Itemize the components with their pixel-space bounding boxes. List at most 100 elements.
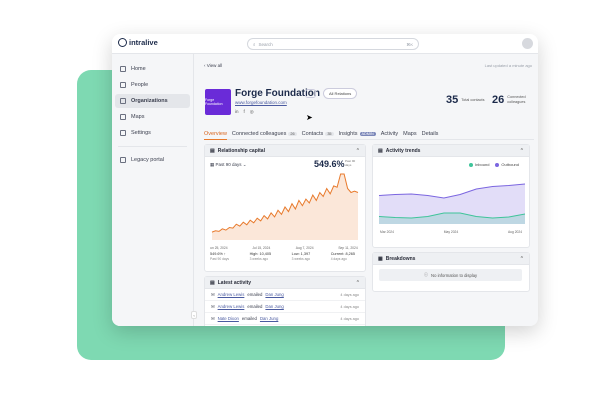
search-shortcut: ⌘K: [406, 41, 413, 47]
avatar[interactable]: [522, 38, 533, 49]
tab-overview[interactable]: Overview: [204, 128, 227, 140]
gear-icon: [120, 130, 126, 136]
social-links: in f ◎: [235, 109, 254, 115]
legend-inbound: Inbound: [468, 162, 490, 167]
card-title: Relationship capital: [217, 147, 265, 154]
card-title: Breakdowns: [385, 255, 416, 262]
sidebar-item-label: Organizations: [131, 98, 168, 104]
back-label: View all: [206, 63, 223, 68]
activity-actor[interactable]: Andrew Lewis: [217, 292, 245, 297]
chevron-up-icon[interactable]: ⌃: [519, 255, 524, 262]
sidebar-item-maps[interactable]: Maps: [115, 110, 190, 124]
card-header[interactable]: ▤ Activity trends ⌃: [373, 145, 529, 157]
email-icon: ✉: [211, 303, 215, 309]
chevron-up-icon[interactable]: ⌃: [519, 147, 524, 154]
legend-label: Inbound: [474, 162, 490, 167]
sidebar-item-label: Legacy portal: [131, 157, 165, 163]
stat-number: 35: [446, 94, 459, 106]
people-icon: [120, 82, 126, 88]
list-item[interactable]: ✉ Andrew Lewis emailed Dan Jung 4 days a…: [205, 289, 365, 301]
list-item[interactable]: ✉ Nate Dixon emailed Dan Jung 4 days ago: [205, 313, 365, 325]
tab-contacts[interactable]: Contacts 35: [302, 128, 334, 140]
chart-icon: ▤: [210, 147, 215, 154]
stat-value: 549.6% ↑: [210, 252, 226, 256]
org-logo: Forge Foundation: [205, 89, 231, 115]
growth-value: 549.6%: [314, 159, 345, 169]
activity-actor[interactable]: Andrew Lewis: [217, 304, 245, 309]
page-title: Forge Foundation: [235, 88, 320, 99]
search-icon: ⌕: [253, 41, 256, 47]
stat-total-contacts: 35 Total contacts: [446, 94, 487, 106]
relationship-stats: 549.6% ↑ Past 90 days High: 10,405 3 weeks…: [210, 252, 355, 262]
back-link[interactable]: ‹ View all: [204, 63, 223, 68]
tab-activity[interactable]: Activity: [381, 128, 398, 140]
sidebar-item-legacy-portal[interactable]: Legacy portal: [115, 153, 190, 167]
all-relations-button[interactable]: All Relations: [323, 88, 358, 99]
sidebar-item-organizations[interactable]: Organizations: [115, 94, 190, 108]
x-tick-label: Sep 11, 2024: [338, 246, 358, 250]
tab-label: Details: [421, 131, 439, 137]
last-updated: Last updated a minute ago: [484, 63, 532, 68]
stat-low: Low: 1,397 3 weeks ago: [292, 252, 311, 262]
facebook-icon[interactable]: f: [243, 109, 245, 114]
tab-details[interactable]: Details: [422, 128, 439, 140]
admin-badge: ADMIN: [359, 132, 376, 136]
tab-insights[interactable]: Insights ADMIN: [339, 128, 376, 140]
tab-maps[interactable]: Maps: [403, 128, 416, 140]
x-tick-label: Mar 2024: [380, 230, 394, 234]
main-content: ‹ View all Last updated a minute ago For…: [194, 54, 538, 326]
stat-current: Current: 8,265 4 days ago: [331, 252, 355, 262]
tab-count: 26: [288, 132, 297, 136]
growth-value-label: Past 90 days: [345, 159, 356, 167]
series-line-outbound: [378, 183, 526, 199]
sidebar-collapse-button[interactable]: ‹: [191, 311, 197, 319]
card-header[interactable]: ▤ Relationship capital ⌃: [205, 145, 365, 157]
stat-sub: 3 weeks ago: [249, 257, 269, 262]
activity-target[interactable]: Dan Jung: [265, 292, 284, 297]
tab-count: 35: [325, 132, 334, 136]
period-select[interactable]: ▦ Past 90 days ⌄: [210, 162, 247, 167]
instagram-icon[interactable]: ◎: [249, 109, 254, 114]
sidebar-item-home[interactable]: Home: [115, 62, 190, 76]
legend-outbound: Outbound: [495, 162, 519, 167]
breakdown-icon: ▦: [378, 255, 383, 262]
activity-icon: ▤: [210, 279, 215, 286]
activity-actor[interactable]: Nate Dixon: [217, 316, 239, 321]
series-area-inbound: [379, 213, 525, 224]
linkedin-icon[interactable]: in: [235, 109, 239, 114]
tab-label: Overview: [204, 130, 227, 137]
stat-label: Connected colleagues: [507, 95, 526, 104]
sidebar-item-label: Home: [131, 66, 146, 72]
chart-icon: ▤: [378, 147, 383, 154]
org-url-link[interactable]: www.forgefoundation.com: [235, 100, 287, 105]
activity-target[interactable]: Dan Jung: [265, 304, 284, 309]
card-header[interactable]: ▦ Breakdowns ⌃: [373, 253, 529, 265]
activity-target[interactable]: Dan Jung: [259, 316, 279, 321]
building-icon: [120, 98, 126, 104]
list-item[interactable]: ✉ Andrew Lewis emailed Dan Jung 4 days a…: [205, 301, 365, 313]
chevron-up-icon[interactable]: ⌃: [355, 147, 360, 154]
tab-connected-colleagues[interactable]: Connected colleagues 26: [232, 128, 297, 140]
empty-state-text: No information to display: [431, 272, 478, 278]
activity-action: emailed: [241, 316, 257, 321]
activity-action: emailed: [247, 304, 263, 309]
tab-label: Activity: [380, 131, 399, 137]
sidebar-item-people[interactable]: People: [115, 78, 190, 92]
series-area-outbound: [379, 184, 525, 224]
card-header[interactable]: ▤ Latest activity ⌃: [205, 277, 365, 289]
stat-value: Low: 1,397: [291, 252, 311, 256]
chevron-up-icon[interactable]: ⌃: [355, 279, 360, 286]
x-tick-label: Jun 25, 2024: [210, 246, 228, 250]
stat-label: Total contacts: [461, 97, 485, 102]
breakdowns-card: ▦ Breakdowns ⌃ ⓘ No information to displ…: [372, 252, 530, 292]
stat-sub: 3 weeks ago: [291, 257, 311, 262]
card-title: Latest activity: [217, 279, 252, 286]
tab-label: Contacts: [301, 131, 324, 137]
tab-bar: Overview Connected colleagues 26 Contacts…: [204, 128, 534, 140]
latest-activity-card: ▤ Latest activity ⌃ ✉ Andrew Lewis email…: [204, 276, 366, 326]
search-input[interactable]: ⌕ Search ⌘K: [247, 38, 419, 50]
sidebar-item-settings[interactable]: Settings: [115, 126, 190, 140]
series-line: [211, 173, 359, 233]
activity-time: 4 days ago: [340, 304, 359, 309]
app-logo[interactable]: intralive: [118, 38, 158, 47]
